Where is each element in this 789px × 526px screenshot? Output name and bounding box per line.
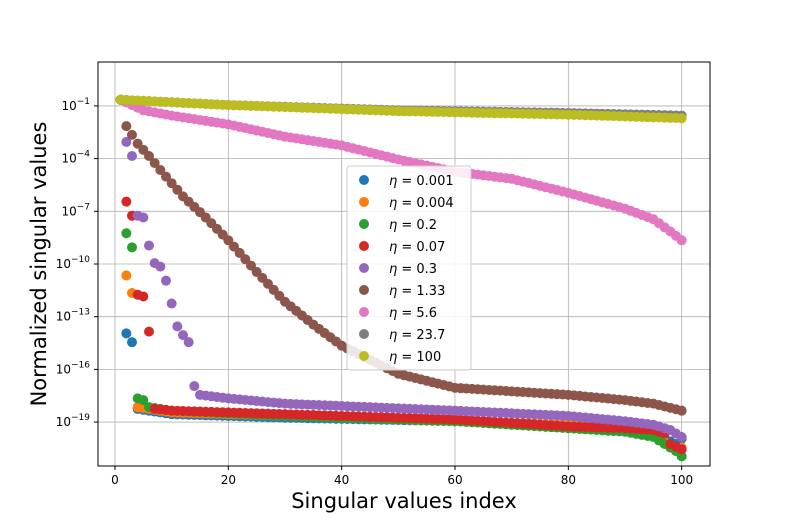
legend-label: η = 100 <box>389 350 441 365</box>
data-point <box>121 328 132 339</box>
data-point <box>127 129 137 140</box>
legend-entry: η = 0.3 <box>359 262 437 277</box>
x-axis-ticks: 0 20 40 60 80 100 <box>111 466 693 487</box>
legend-label: η = 0.3 <box>389 262 437 277</box>
legend-marker <box>359 175 369 185</box>
data-point <box>144 240 154 251</box>
data-point <box>121 270 132 281</box>
legend-entry: η = 0.001 <box>359 174 454 189</box>
data-point <box>676 451 687 462</box>
legend-entry: η = 0.2 <box>359 218 437 233</box>
data-point <box>676 113 687 124</box>
legend-label: η = 23.7 <box>389 328 445 343</box>
x-tick-label: 60 <box>447 473 462 487</box>
legend-marker <box>359 351 369 361</box>
y-tick-label: 10−16 <box>56 360 91 376</box>
legend-marker <box>359 197 369 207</box>
data-point <box>121 228 132 239</box>
data-point <box>172 321 183 332</box>
data-point <box>676 405 687 416</box>
legend-entry: η = 23.7 <box>359 328 445 343</box>
legend-marker <box>359 219 369 229</box>
legend-label: η = 0.2 <box>389 218 437 233</box>
legend-marker <box>359 329 369 339</box>
legend-label: η = 0.004 <box>389 196 454 211</box>
legend-label: η = 5.6 <box>389 306 437 321</box>
legend-label: η = 0.07 <box>389 240 445 255</box>
legend-entry: η = 0.004 <box>359 196 454 211</box>
data-point <box>178 330 188 341</box>
series-9 <box>115 94 687 124</box>
data-point <box>127 242 137 253</box>
data-point <box>121 136 132 147</box>
data-point <box>138 291 149 302</box>
data-point <box>676 444 687 455</box>
y-tick-label: 10−7 <box>61 202 90 218</box>
series-4 <box>115 94 687 455</box>
y-axis-label: Normalized singular values <box>27 122 51 407</box>
data-point <box>138 212 149 223</box>
data-point <box>183 337 194 348</box>
data-point <box>172 184 183 195</box>
data-point <box>166 178 177 189</box>
data-point <box>155 261 166 272</box>
legend-marker <box>359 263 369 273</box>
legend-box <box>346 165 472 371</box>
y-axis-ticks: 10−1 10−4 10−7 10−10 10−13 10−16 10−19 <box>56 97 98 429</box>
data-point <box>127 337 137 348</box>
data-point <box>166 298 177 309</box>
series-5 <box>115 94 687 443</box>
legend-marker <box>359 241 369 251</box>
x-tick-label: 100 <box>670 473 693 487</box>
legend-entry: η = 1.33 <box>359 284 445 299</box>
y-tick-label: 10−4 <box>61 150 90 166</box>
data-point <box>127 150 137 161</box>
data-point <box>161 171 171 182</box>
legend-entry: η = 5.6 <box>359 306 437 321</box>
legend-entry: η = 0.07 <box>359 240 445 255</box>
legend-label: η = 1.33 <box>389 284 445 299</box>
data-point <box>155 165 166 176</box>
data-point <box>144 150 154 161</box>
legend: η = 0.001 η = 0.004 η = 0.2 η = 0.07 η = 0.3… <box>346 165 472 371</box>
x-tick-label: 40 <box>334 473 349 487</box>
y-tick-label: 10−10 <box>56 255 91 271</box>
data-point <box>121 121 132 132</box>
legend-label: η = 0.001 <box>389 174 454 189</box>
legend-marker <box>359 307 369 317</box>
data-point <box>189 381 200 392</box>
data-point <box>121 196 132 207</box>
data-point <box>144 326 154 337</box>
data-point <box>161 275 171 286</box>
legend-marker <box>359 285 369 295</box>
y-tick-label: 10−1 <box>61 97 90 113</box>
x-tick-label: 20 <box>221 473 236 487</box>
data-point <box>676 432 687 443</box>
data-points <box>115 94 687 462</box>
legend-entry: η = 100 <box>359 350 441 365</box>
x-tick-label: 0 <box>111 473 119 487</box>
data-point <box>676 235 687 246</box>
x-tick-label: 80 <box>561 473 576 487</box>
x-axis-label: Singular values index <box>291 489 517 513</box>
data-point <box>149 158 160 168</box>
y-tick-label: 10−19 <box>56 413 91 429</box>
data-point <box>138 395 149 406</box>
y-tick-label: 10−13 <box>56 308 90 324</box>
